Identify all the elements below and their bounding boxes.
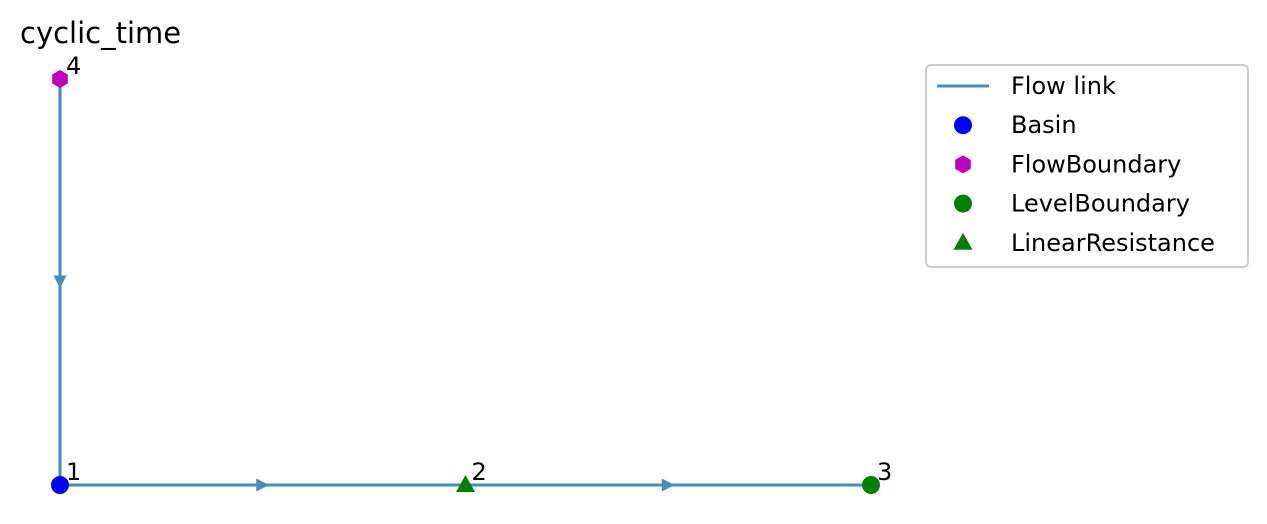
diagram-title: cyclic_time xyxy=(20,16,181,50)
legend-label: LinearResistance xyxy=(1011,229,1215,257)
legend-items: Flow link Basin FlowBoundary LevelBoundary L… xyxy=(937,72,1215,257)
legend-flow-boundary-marker xyxy=(955,155,971,174)
legend: Flow link Basin FlowBoundary LevelBoundary L… xyxy=(925,64,1249,268)
flow-link-arrow-icon xyxy=(256,478,270,492)
nodes-layer: 1 2 3 4 xyxy=(51,52,892,494)
legend-item-flow-link: Flow link xyxy=(937,72,1116,100)
legend-label: LevelBoundary xyxy=(1011,190,1190,218)
level-boundary-node-marker xyxy=(862,476,880,494)
legend-linear-resistance-marker xyxy=(953,232,973,250)
basin-node-marker xyxy=(51,476,69,494)
legend-level-boundary-marker xyxy=(954,194,972,213)
legend-label: Flow link xyxy=(1011,72,1116,100)
legend-label: FlowBoundary xyxy=(1011,150,1181,178)
legend-item-basin: Basin xyxy=(954,111,1077,139)
legend-item-level-boundary: LevelBoundary xyxy=(954,190,1190,218)
node-label: 4 xyxy=(66,52,81,80)
legend-basin-marker xyxy=(954,116,972,135)
flow-link-arrow-icon xyxy=(661,478,675,492)
links-layer xyxy=(53,79,871,492)
linear-resistance-node-marker xyxy=(456,475,475,492)
flow-link-arrow-icon xyxy=(53,275,67,289)
node-label: 2 xyxy=(472,458,487,486)
flow-boundary-node-marker xyxy=(52,70,68,88)
node-label: 3 xyxy=(877,458,892,486)
legend-item-flow-boundary: FlowBoundary xyxy=(955,150,1181,178)
legend-frame xyxy=(925,64,1249,268)
legend-label: Basin xyxy=(1011,111,1077,139)
legend-item-linear-resistance: LinearResistance xyxy=(953,229,1215,257)
node-label: 1 xyxy=(66,458,81,486)
